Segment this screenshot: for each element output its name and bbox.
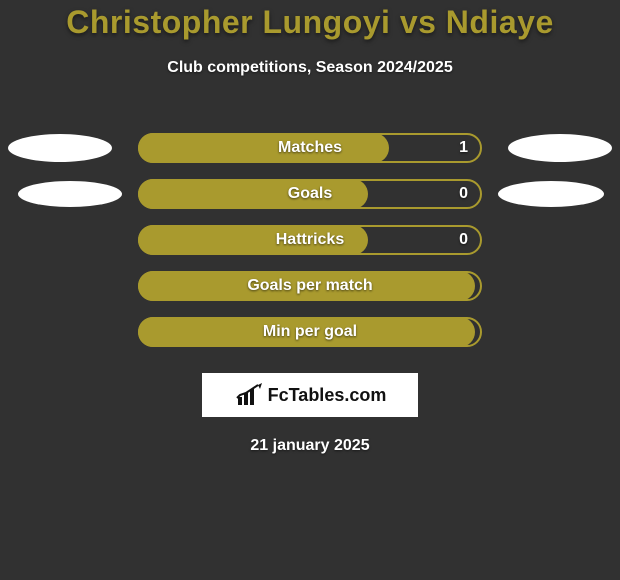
fctables-chart-icon xyxy=(234,383,264,407)
stat-row: Goals0 xyxy=(0,171,620,217)
bar-outline xyxy=(138,133,482,163)
comparison-rows: Matches1 Goals0 Hattricks0 Goals per match M… xyxy=(0,125,620,355)
stat-row: Hattricks0 xyxy=(0,217,620,263)
bar-outline xyxy=(138,225,482,255)
page-title: Christopher Lungoyi vs Ndiaye xyxy=(0,4,620,41)
stat-row: Min per goal xyxy=(0,309,620,355)
date-label: 21 january 2025 xyxy=(0,437,620,455)
stat-bar: Min per goal xyxy=(138,317,482,347)
side-ellipse-left xyxy=(8,134,112,162)
stat-bar: Goals per match xyxy=(138,271,482,301)
logo-text: FcTables.com xyxy=(268,385,387,406)
stat-row: Matches1 xyxy=(0,125,620,171)
page-subtitle: Club competitions, Season 2024/2025 xyxy=(0,59,620,77)
side-ellipse-right xyxy=(498,181,604,207)
side-ellipse-right xyxy=(508,134,612,162)
stat-bar: Goals0 xyxy=(138,179,482,209)
stat-bar: Hattricks0 xyxy=(138,225,482,255)
stat-value-right: 1 xyxy=(459,133,468,163)
stat-row: Goals per match xyxy=(0,263,620,309)
bar-outline xyxy=(138,271,482,301)
bar-outline xyxy=(138,317,482,347)
bar-outline xyxy=(138,179,482,209)
stat-value-right: 0 xyxy=(459,225,468,255)
stat-bar: Matches1 xyxy=(138,133,482,163)
stat-value-right: 0 xyxy=(459,179,468,209)
side-ellipse-left xyxy=(18,181,122,207)
logo-bar: FcTables.com xyxy=(202,373,418,417)
